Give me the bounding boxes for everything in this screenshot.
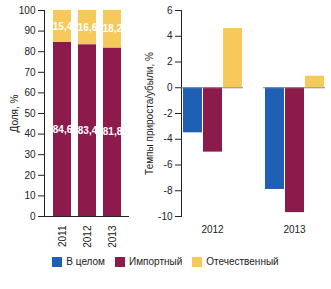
svg-text:-10: -10 [158, 211, 173, 222]
svg-text:Доля, %: Доля, % [9, 94, 20, 132]
html-text:В целом: В целом [66, 256, 105, 267]
svg-text:0: 0 [167, 82, 173, 93]
svg-text:-2: -2 [164, 108, 173, 119]
html-text:Отечественный: Отечественный [206, 256, 279, 267]
svg-text:15,4: 15,4 [53, 21, 73, 32]
svg-text:83,4: 83,4 [78, 125, 98, 136]
svg-text:0: 0 [30, 211, 36, 222]
svg-text:50: 50 [24, 108, 36, 119]
svg-text:20: 20 [24, 170, 36, 181]
svg-text:16,6: 16,6 [78, 22, 98, 33]
svg-text:Темпы прироста/убыли, %: Темпы прироста/убыли, % [144, 52, 155, 175]
svg-text:2012: 2012 [82, 225, 93, 248]
svg-text:-4: -4 [164, 133, 173, 144]
svg-text:-8: -8 [164, 185, 173, 196]
svg-text:70: 70 [24, 67, 36, 78]
svg-text:-6: -6 [164, 159, 173, 170]
svg-text:6: 6 [167, 5, 173, 16]
svg-text:2013: 2013 [107, 225, 118, 248]
svg-text:30: 30 [24, 149, 36, 160]
html-text:Импортный: Импортный [129, 256, 183, 267]
svg-text:2011: 2011 [57, 225, 68, 247]
svg-text:84,6: 84,6 [53, 124, 73, 135]
svg-text:4: 4 [167, 30, 173, 41]
svg-text:40: 40 [24, 128, 36, 139]
svg-text:2013: 2013 [283, 224, 306, 235]
svg-text:80: 80 [24, 46, 36, 57]
svg-text:2012: 2012 [201, 224, 224, 235]
svg-text:10: 10 [24, 190, 36, 201]
svg-text:18,2: 18,2 [103, 23, 123, 34]
svg-text:90: 90 [24, 25, 36, 36]
svg-text:60: 60 [24, 87, 36, 98]
svg-text:81,8: 81,8 [103, 126, 123, 137]
svg-text:2: 2 [167, 56, 173, 67]
svg-text:100: 100 [19, 5, 36, 16]
